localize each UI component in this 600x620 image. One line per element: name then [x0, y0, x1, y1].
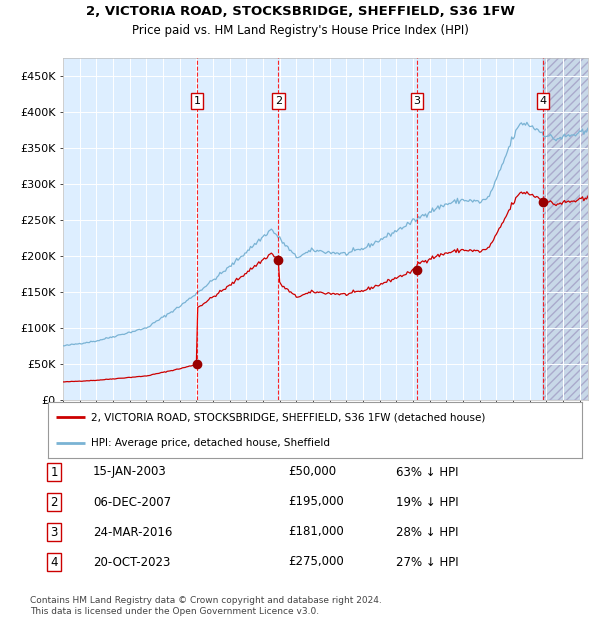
- Bar: [543, 58, 600, 400]
- Text: 1: 1: [50, 466, 58, 479]
- Text: 63% ↓ HPI: 63% ↓ HPI: [396, 466, 458, 479]
- Text: 15-JAN-2003: 15-JAN-2003: [93, 466, 167, 479]
- Text: £50,000: £50,000: [288, 466, 336, 479]
- Text: Contains HM Land Registry data © Crown copyright and database right 2024.: Contains HM Land Registry data © Crown c…: [30, 596, 382, 605]
- Text: 2: 2: [275, 96, 282, 106]
- Text: 2: 2: [50, 495, 58, 508]
- Text: 20-OCT-2023: 20-OCT-2023: [93, 556, 170, 569]
- Text: 19% ↓ HPI: 19% ↓ HPI: [396, 495, 458, 508]
- Text: £181,000: £181,000: [288, 526, 344, 539]
- Text: 28% ↓ HPI: 28% ↓ HPI: [396, 526, 458, 539]
- Text: 2, VICTORIA ROAD, STOCKSBRIDGE, SHEFFIELD, S36 1FW (detached house): 2, VICTORIA ROAD, STOCKSBRIDGE, SHEFFIEL…: [91, 412, 485, 422]
- Text: 4: 4: [50, 556, 58, 569]
- Text: 06-DEC-2007: 06-DEC-2007: [93, 495, 171, 508]
- Text: 27% ↓ HPI: 27% ↓ HPI: [396, 556, 458, 569]
- Text: £275,000: £275,000: [288, 556, 344, 569]
- Text: 1: 1: [193, 96, 200, 106]
- Text: 3: 3: [50, 526, 58, 539]
- Text: £195,000: £195,000: [288, 495, 344, 508]
- Text: This data is licensed under the Open Government Licence v3.0.: This data is licensed under the Open Gov…: [30, 607, 319, 616]
- Text: HPI: Average price, detached house, Sheffield: HPI: Average price, detached house, Shef…: [91, 438, 330, 448]
- Text: 2, VICTORIA ROAD, STOCKSBRIDGE, SHEFFIELD, S36 1FW: 2, VICTORIA ROAD, STOCKSBRIDGE, SHEFFIEL…: [86, 5, 515, 18]
- Text: 3: 3: [413, 96, 421, 106]
- Text: 24-MAR-2016: 24-MAR-2016: [93, 526, 172, 539]
- Text: Price paid vs. HM Land Registry's House Price Index (HPI): Price paid vs. HM Land Registry's House …: [131, 24, 469, 37]
- Text: 4: 4: [539, 96, 547, 106]
